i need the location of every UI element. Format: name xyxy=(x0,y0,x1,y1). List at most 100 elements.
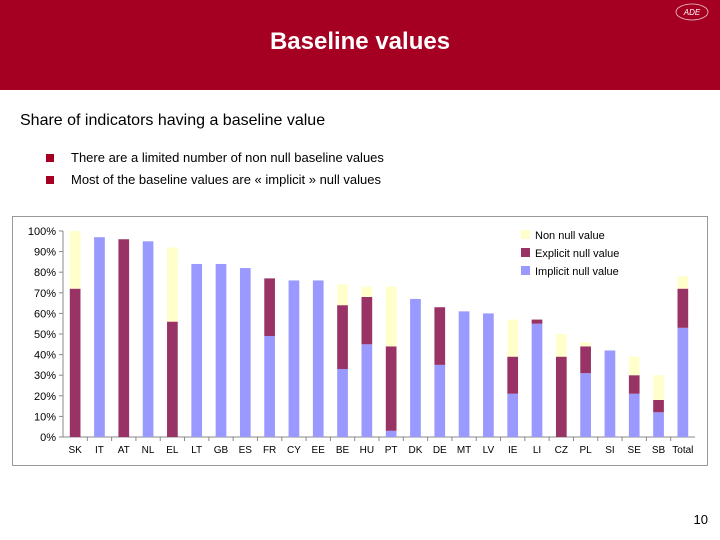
bar-segment xyxy=(385,346,397,431)
bar-segment xyxy=(555,356,567,437)
bar-segment xyxy=(337,369,348,437)
bar-segment xyxy=(653,375,664,400)
bullet-text: Most of the baseline values are « implic… xyxy=(71,172,381,187)
bar-segment xyxy=(410,298,421,437)
bar-segment xyxy=(264,278,275,337)
page-title: Baseline values xyxy=(269,28,451,55)
bullet-text: There are a limited number of non null b… xyxy=(71,150,384,165)
x-tick-label: CY xyxy=(287,445,301,456)
bar-segment xyxy=(167,321,178,437)
bar-segment xyxy=(483,313,494,437)
legend-label: Implicit null value xyxy=(535,266,619,278)
x-tick-label: CZ xyxy=(555,445,568,456)
bar-segment xyxy=(555,334,567,357)
square-bullet-icon xyxy=(46,176,54,184)
x-tick-label: SE xyxy=(628,445,642,456)
bar-segment xyxy=(434,307,446,365)
y-tick-label: 70% xyxy=(34,288,56,300)
bar-segment xyxy=(167,247,178,322)
y-tick-label: 30% xyxy=(34,370,56,382)
bar-segment xyxy=(580,373,591,437)
x-tick-label: DK xyxy=(409,445,423,456)
legend-label: Explicit null value xyxy=(535,248,619,260)
bullet-item: Most of the baseline values are « implic… xyxy=(46,172,384,194)
bar-segment xyxy=(628,375,640,394)
bar-segment xyxy=(94,237,105,437)
x-tick-label: PT xyxy=(385,445,398,456)
y-tick-label: 20% xyxy=(34,391,56,403)
bar-segment xyxy=(677,327,689,437)
bar-segment xyxy=(239,268,251,437)
x-tick-label: ES xyxy=(239,445,253,456)
bar-segment xyxy=(337,305,348,370)
bar-segment xyxy=(264,336,275,437)
x-tick-label: DE xyxy=(433,445,447,456)
bar-segment xyxy=(118,239,130,437)
x-tick-label: IT xyxy=(95,445,104,456)
y-tick-label: 60% xyxy=(34,308,56,320)
x-tick-label: LI xyxy=(533,445,541,456)
x-tick-label: BE xyxy=(336,445,350,456)
bar-segment xyxy=(458,311,470,437)
bar-segment xyxy=(385,430,397,437)
header-bar: Baseline values ADE xyxy=(0,0,720,90)
bar-segment xyxy=(434,364,446,437)
square-bullet-icon xyxy=(46,154,54,162)
bar-segment xyxy=(653,399,664,413)
chart-frame: 0% 10% 20% 30% 40% 50% 60% 70% 80% 90% 100% SK IT AT N… xyxy=(12,216,708,466)
x-tick-label: HU xyxy=(360,445,374,456)
bar-segment xyxy=(142,241,154,437)
legend-label: Non null value xyxy=(535,230,605,242)
y-tick-label: 10% xyxy=(34,411,56,423)
bar-segment xyxy=(288,280,300,437)
x-tick-label: EL xyxy=(166,445,179,456)
y-tick-label: 100% xyxy=(28,226,56,238)
x-tick-label: SK xyxy=(68,445,82,456)
bar-segment xyxy=(507,356,519,394)
bar-segment xyxy=(69,231,81,289)
bar-segment xyxy=(677,288,689,328)
bar-segment xyxy=(69,288,81,437)
bullet-list: There are a limited number of non null b… xyxy=(46,150,384,194)
bar-segment xyxy=(653,412,664,437)
bar-segment xyxy=(628,393,640,437)
bar-segment xyxy=(385,286,397,347)
page-number: 10 xyxy=(693,512,708,527)
x-tick-label: SI xyxy=(605,445,614,456)
bar-segment xyxy=(580,342,591,347)
y-tick-label: 90% xyxy=(34,247,56,259)
x-tick-label: NL xyxy=(142,445,155,456)
svg-text:ADE: ADE xyxy=(683,8,701,17)
x-tick-label: GB xyxy=(214,445,229,456)
bullet-item: There are a limited number of non null b… xyxy=(46,150,384,172)
x-tick-label: IE xyxy=(508,445,518,456)
x-tick-label: EE xyxy=(312,445,326,456)
ade-logo: ADE xyxy=(675,3,709,21)
x-tick-label: MT xyxy=(457,445,471,456)
y-tick-label: 80% xyxy=(34,267,56,279)
bar-segment xyxy=(191,263,203,437)
x-tick-label: SB xyxy=(652,445,666,456)
bar-segment xyxy=(507,393,519,437)
bar-segment xyxy=(531,323,543,437)
y-tick-label: 50% xyxy=(34,329,56,341)
bar-segment xyxy=(507,319,519,357)
legend-swatch xyxy=(521,266,530,275)
x-tick-label: LV xyxy=(483,445,495,456)
y-tick-label: 0% xyxy=(40,432,56,444)
x-tick-label: Total xyxy=(672,445,693,456)
bar-segment xyxy=(361,344,373,437)
section-subtitle: Share of indicators having a baseline va… xyxy=(20,112,326,129)
bar-segment xyxy=(361,286,373,297)
x-tick-label: PL xyxy=(579,445,592,456)
bar-segment xyxy=(215,263,227,437)
x-tick-label: LT xyxy=(191,445,202,456)
bar-segment xyxy=(580,346,591,374)
x-tick-label: FR xyxy=(263,445,276,456)
bar-segment xyxy=(531,319,543,324)
bar-segment xyxy=(361,296,373,345)
stacked-bar-chart: 0% 10% 20% 30% 40% 50% 60% 70% 80% 90% 100% SK IT AT N… xyxy=(28,226,695,456)
x-tick-label: AT xyxy=(118,445,130,456)
legend-swatch xyxy=(521,230,530,239)
y-tick-label: 40% xyxy=(34,350,56,362)
